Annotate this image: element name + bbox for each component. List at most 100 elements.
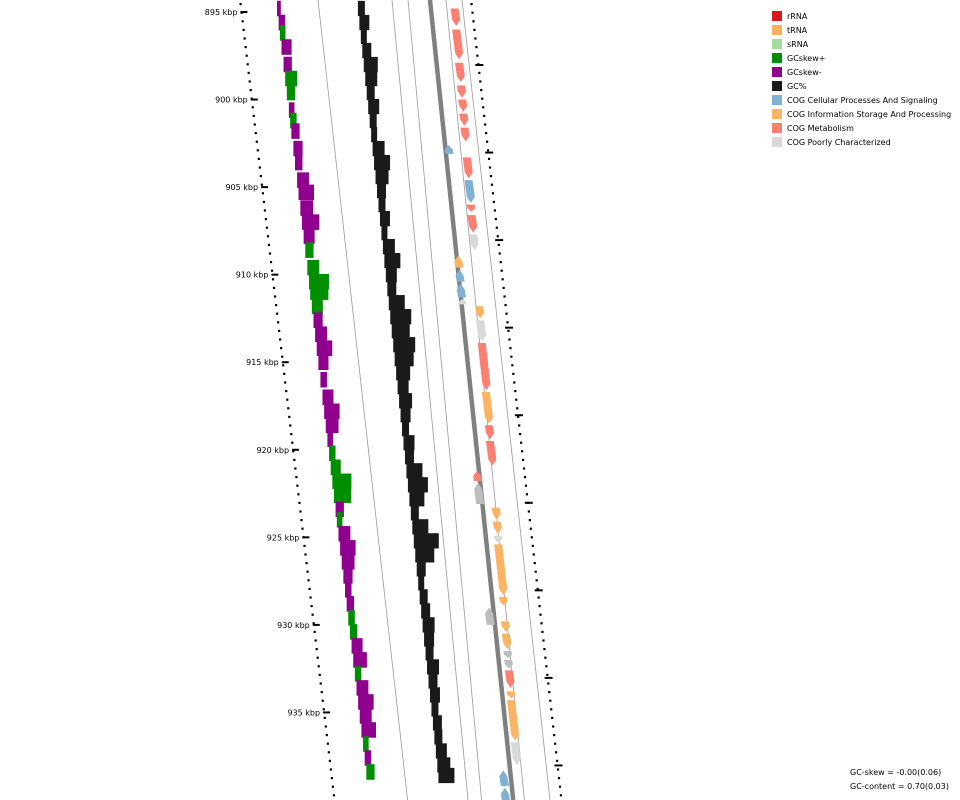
ruler-dot <box>259 175 262 178</box>
gene-feature-arrow <box>460 127 470 142</box>
ruler-dot <box>269 261 273 264</box>
ruler-dot <box>255 140 258 143</box>
ruler-dot <box>531 544 534 547</box>
ruler-dot <box>516 407 519 410</box>
ruler-dot <box>518 424 521 427</box>
ruler-dot <box>554 751 558 754</box>
gene-feature-arrow <box>454 62 465 83</box>
ruler-dot <box>494 218 497 221</box>
kbp-tick-label: 905 kbp <box>225 183 258 192</box>
ruler-dot <box>545 665 548 668</box>
ruler-dot <box>278 329 281 332</box>
ruler-dot <box>550 708 553 711</box>
legend-swatch <box>772 67 782 77</box>
ruler-dot <box>283 372 286 375</box>
ruler-dot <box>536 587 539 590</box>
ruler-dot <box>307 579 310 582</box>
legend-swatch <box>772 39 782 49</box>
gc-skew-bar <box>359 708 372 724</box>
gc-skew-bar <box>333 487 352 504</box>
gc-content-bar <box>418 575 425 591</box>
ruler-dot <box>509 347 512 350</box>
gc-content-bar <box>394 351 414 367</box>
gene-feature-arrow <box>473 470 483 482</box>
ruler-dot <box>296 484 299 487</box>
ruler-dot <box>496 235 499 238</box>
ruler-dot <box>513 381 516 384</box>
gene-feature-arrow <box>503 651 513 659</box>
ruler-dot <box>263 209 267 212</box>
ruler-dot <box>288 415 291 418</box>
ruler-dot <box>470 3 473 6</box>
kbp-tick-label: 935 kbp <box>287 708 320 717</box>
gc-skew-bar <box>281 39 292 55</box>
ruler-dot <box>294 467 297 470</box>
legend-label: GCskew- <box>787 67 822 77</box>
ruler-dot <box>260 183 263 186</box>
gc-content-bar <box>421 603 431 619</box>
ruler-dot <box>501 278 504 281</box>
gene-feature-arrow <box>454 255 464 268</box>
ruler-dot <box>505 312 508 315</box>
gc-skew-bar <box>276 0 281 17</box>
gc-skew-bar <box>349 624 358 640</box>
gene-feature-arrow <box>493 535 503 543</box>
gene-feature-arrow <box>452 29 464 60</box>
ruler-dot <box>324 725 327 728</box>
gc-skew-bar <box>327 431 333 448</box>
ruler-dot <box>268 252 272 255</box>
backbone-line <box>427 0 516 800</box>
kbp-tick-label: 900 kbp <box>215 96 248 105</box>
ruler-dot <box>483 114 486 117</box>
kbp-tick-label: 930 kbp <box>277 621 310 630</box>
gc-content-bar <box>366 84 375 101</box>
gc-skew-bar <box>346 596 355 612</box>
gene-feature-arrow <box>510 742 521 765</box>
gc-content-bar <box>404 449 414 465</box>
gc-content-bar <box>357 0 365 17</box>
legend-label: GC% <box>787 81 807 91</box>
gc-content-bar <box>425 645 434 661</box>
gc-skew-bar <box>366 764 375 780</box>
gene-feature-arrow <box>485 441 497 466</box>
gene-feature-arrow <box>504 670 515 688</box>
ruler-dot <box>243 37 246 40</box>
ruler-dot <box>300 519 303 522</box>
gc-skew-bar <box>301 214 320 230</box>
legend-label: COG Poorly Characterized <box>787 137 891 147</box>
gc-content-stat: GC-content = 0.70(0.03) <box>850 782 949 791</box>
gc-content-bar <box>378 196 386 213</box>
ruler-dot <box>325 734 328 737</box>
ruler-dot <box>313 630 316 633</box>
legend-swatch <box>772 137 782 147</box>
gene-feature-arrow <box>498 596 508 606</box>
ruler-dot <box>251 106 254 109</box>
gc-skew-bar <box>288 102 295 118</box>
kbp-tick-label: 910 kbp <box>236 271 269 280</box>
legend-item-gcskew-negative: GCskew- <box>772 65 951 79</box>
ruler-dot <box>502 286 505 289</box>
gc-skew-bar <box>295 154 303 171</box>
ruler-dot <box>332 794 336 797</box>
gc-content-bar <box>384 253 401 269</box>
gene-feature-arrow <box>464 180 475 203</box>
gc-content-bar <box>428 673 438 689</box>
ruler-dot <box>303 544 306 547</box>
gene-feature-arrow <box>474 483 485 505</box>
ruler-dot <box>487 157 491 160</box>
ruler-dot <box>542 639 545 642</box>
ruler-dot <box>510 355 513 358</box>
ruler-dot <box>538 605 541 608</box>
ruler-dot <box>514 390 517 393</box>
gc-content-bar <box>372 140 385 157</box>
legend-swatch <box>772 25 782 35</box>
ruler-dot <box>508 338 511 341</box>
gc-skew-bar <box>322 389 334 406</box>
ruler-dot <box>267 243 271 246</box>
ruler-dot <box>529 527 532 530</box>
gc-content-bar <box>379 210 390 227</box>
gc-skew-bar <box>345 582 352 598</box>
ruler-dot <box>291 441 294 444</box>
